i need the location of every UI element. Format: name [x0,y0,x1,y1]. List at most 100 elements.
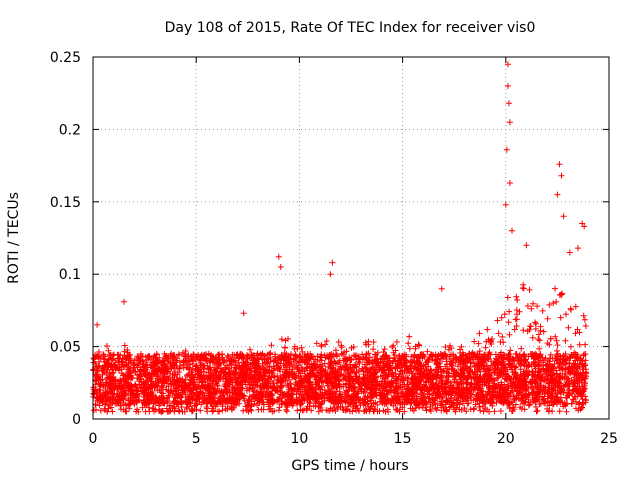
data-point [472,368,479,375]
data-point [547,351,554,358]
data-point [529,380,536,387]
data-point [260,385,267,392]
data-point [513,363,520,370]
data-point [432,405,439,412]
data-point [144,377,151,384]
data-point [108,352,114,359]
data-point [361,408,368,415]
data-point [378,382,385,389]
data-point [499,390,506,397]
data-point [452,373,458,380]
data-point [464,395,471,402]
data-point [565,324,572,331]
data-point [394,357,401,364]
data-point [130,362,137,369]
data-point [260,392,267,399]
data-point [531,358,537,365]
data-point [216,408,223,415]
data-point [576,400,583,407]
data-point [294,388,300,395]
data-point [571,376,578,383]
data-point [275,407,282,414]
data-point [392,398,399,405]
data-point [275,397,282,404]
data-point [231,364,238,371]
data-point [374,349,381,356]
data-point [155,379,162,386]
data-point [514,354,521,361]
data-point [510,401,516,408]
data-point [259,350,266,357]
data-point [505,319,512,326]
data-point [407,362,414,369]
data-point [205,382,212,389]
data-point [246,393,253,400]
data-point [131,357,138,364]
data-point [473,360,480,367]
data-point [169,353,176,360]
data-point [382,383,389,390]
data-point [103,359,110,366]
data-point [522,375,529,382]
data-point [214,386,221,392]
data-point [541,391,548,397]
data-point [360,371,367,378]
data-point [572,330,579,337]
data-point [520,327,527,334]
data-point [115,397,122,404]
data-point [535,331,542,338]
data-point [545,366,552,373]
data-point [303,365,309,372]
data-point [404,397,411,403]
data-point [220,370,227,377]
data-point [278,379,285,386]
data-point [127,394,134,401]
data-point [173,387,180,394]
data-point [331,404,338,411]
data-point [253,369,260,376]
data-point [578,379,585,386]
data-point [442,377,449,384]
data-point [179,391,186,398]
data-point [231,352,238,358]
data-point [531,363,538,370]
data-point [533,390,540,397]
data-point [566,390,573,397]
data-point [312,396,319,403]
data-point [251,365,258,372]
data-point [282,344,288,351]
data-point [110,393,117,400]
data-point [161,362,167,369]
data-point [387,399,394,406]
data-point [558,291,565,298]
data-point [356,407,363,414]
data-point [485,375,492,382]
data-point [377,373,384,380]
data-point [380,349,387,355]
data-point [176,351,182,358]
data-point [523,369,530,375]
data-point [126,405,133,412]
data-point [367,406,374,413]
data-point [340,351,347,358]
data-point [323,391,330,398]
data-point [327,390,334,397]
data-point [511,326,518,333]
data-point [102,397,109,404]
data-point [249,360,256,367]
data-point [202,385,209,392]
data-point [212,368,218,374]
data-point [364,359,371,366]
data-point [298,396,305,402]
data-point [480,358,487,365]
data-point [259,380,266,387]
data-point [282,337,289,344]
data-point [109,355,116,362]
data-point [523,392,530,399]
data-point [474,378,481,385]
data-point [355,368,362,375]
data-point [330,353,336,360]
data-point [482,344,489,351]
data-point [488,338,494,345]
data-point [229,358,236,365]
